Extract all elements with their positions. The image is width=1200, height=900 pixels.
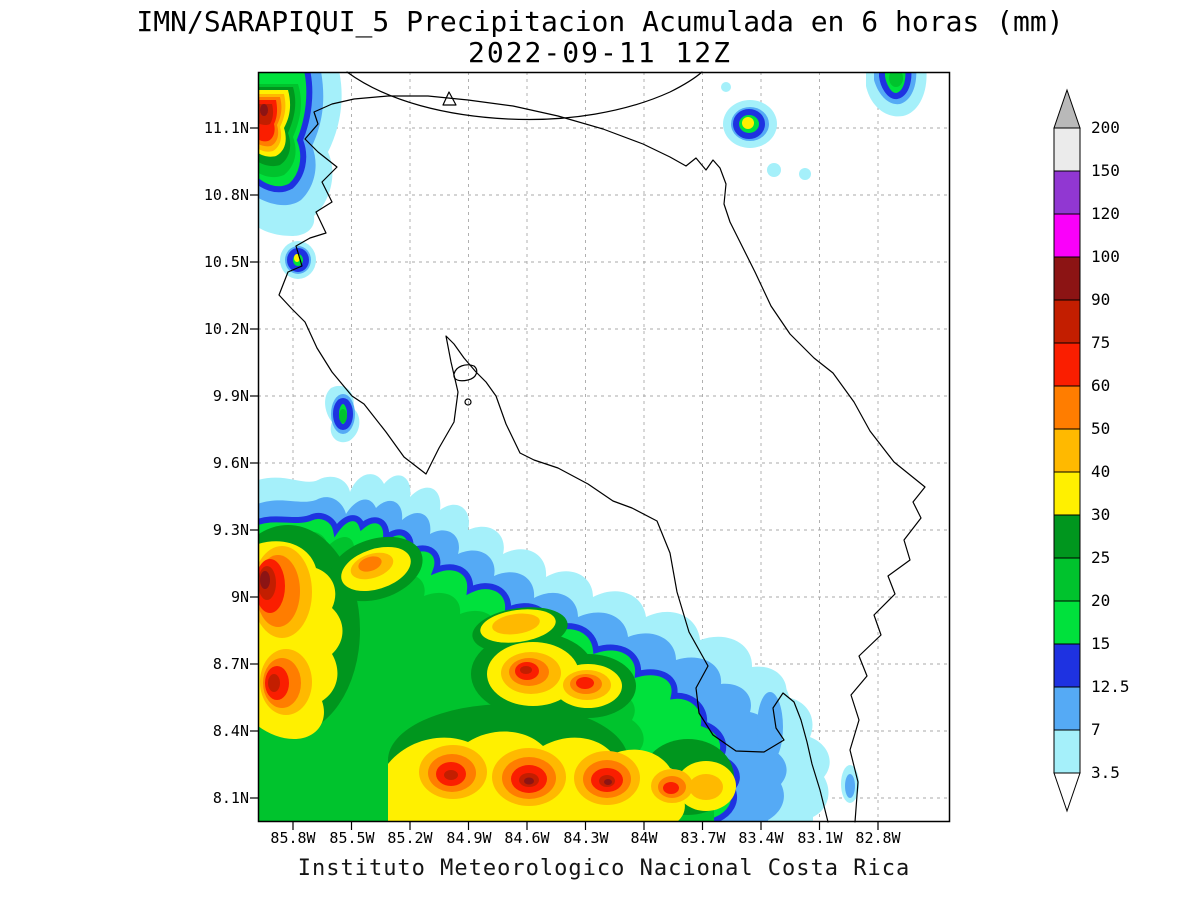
y-tick-label: 10.8N (203, 186, 249, 204)
colorbar-label: 100 (1091, 247, 1120, 266)
y-tick-label: 8.1N (212, 789, 249, 807)
colorbar-label: 200 (1091, 118, 1120, 137)
colorbar-label: 12.5 (1091, 677, 1130, 696)
colorbar-label: 20 (1091, 591, 1111, 610)
y-tick-label: 9N (230, 588, 249, 606)
y-tick-label: 10.2N (203, 320, 249, 338)
colorbar-segment (1053, 471, 1081, 516)
colorbar-label: 60 (1091, 376, 1111, 395)
colorbar-segment (1053, 385, 1081, 430)
x-tick-label: 85.5W (329, 829, 375, 847)
x-tick-label: 85.2W (387, 829, 433, 847)
colorbar-segment (1053, 170, 1081, 215)
colorbar-segment (1053, 342, 1081, 387)
precip-layer-90-100mm (260, 104, 612, 785)
colorbar-label: 15 (1091, 634, 1111, 653)
y-tick-label: 9.6N (212, 454, 249, 472)
costa-rica-outline (278, 95, 926, 823)
colorbar-segment (1053, 213, 1081, 258)
y-tick-label: 8.4N (212, 722, 249, 740)
colorbar-segment (1053, 428, 1081, 473)
colorbar-segment (1053, 299, 1081, 344)
colorbar-label: 30 (1091, 505, 1111, 524)
colorbar-segment (1053, 686, 1081, 731)
map-frame (257, 71, 951, 823)
colorbar-label: 40 (1091, 462, 1111, 481)
x-tick-label: 83.1W (797, 829, 843, 847)
lake-island (442, 91, 457, 106)
colorbar-segment (1053, 514, 1081, 559)
x-tick-label: 85.8W (270, 829, 316, 847)
x-tick-label: 84W (630, 829, 658, 847)
colorbar-label: 120 (1091, 204, 1120, 223)
colorbar-segment (1053, 256, 1081, 301)
colorbar-arrow-bottom (1053, 772, 1081, 813)
x-tick-label: 83.4W (738, 829, 784, 847)
chart-title: IMN/SARAPIQUI_5 Precipitacion Acumulada … (136, 5, 1064, 38)
y-tick-label: 8.7N (212, 655, 249, 673)
x-tick-label: 84.6W (504, 829, 550, 847)
colorbar-arrow-top (1053, 88, 1081, 129)
y-tick-label: 9.9N (212, 387, 249, 405)
axis-ticks (250, 127, 879, 830)
y-tick-label: 10.5N (203, 253, 249, 271)
y-tick-label: 9.3N (212, 521, 249, 539)
colorbar-label: 90 (1091, 290, 1111, 309)
x-tick-label: 84.9W (446, 829, 492, 847)
chart-subtitle: 2022-09-11 12Z (467, 36, 732, 69)
small-island (464, 398, 472, 406)
y-tick-label: 11.1N (203, 119, 249, 137)
colorbar-segment (1053, 127, 1081, 172)
colorbar-label: 7 (1091, 720, 1101, 739)
colorbar-segment (1053, 557, 1081, 602)
colorbar-label: 3.5 (1091, 763, 1120, 782)
precipitation-field (258, 72, 927, 822)
coastline (278, 71, 926, 823)
colorbar-label: 75 (1091, 333, 1111, 352)
x-tick-label: 82.8W (855, 829, 901, 847)
lake-nicaragua-shore (346, 71, 703, 121)
chira-island (453, 364, 478, 382)
footer-caption: Instituto Meteorologico Nacional Costa R… (297, 856, 911, 881)
x-tick-label: 84.3W (563, 829, 609, 847)
colorbar-label: 150 (1091, 161, 1120, 180)
colorbar-segment (1053, 643, 1081, 688)
colorbar-label: 25 (1091, 548, 1111, 567)
colorbar (1053, 88, 1081, 813)
colorbar-segment (1053, 729, 1081, 774)
colorbar-label: 50 (1091, 419, 1111, 438)
colorbar-segment (1053, 600, 1081, 645)
precipitation-map (250, 71, 951, 830)
x-tick-label: 83.7W (680, 829, 726, 847)
